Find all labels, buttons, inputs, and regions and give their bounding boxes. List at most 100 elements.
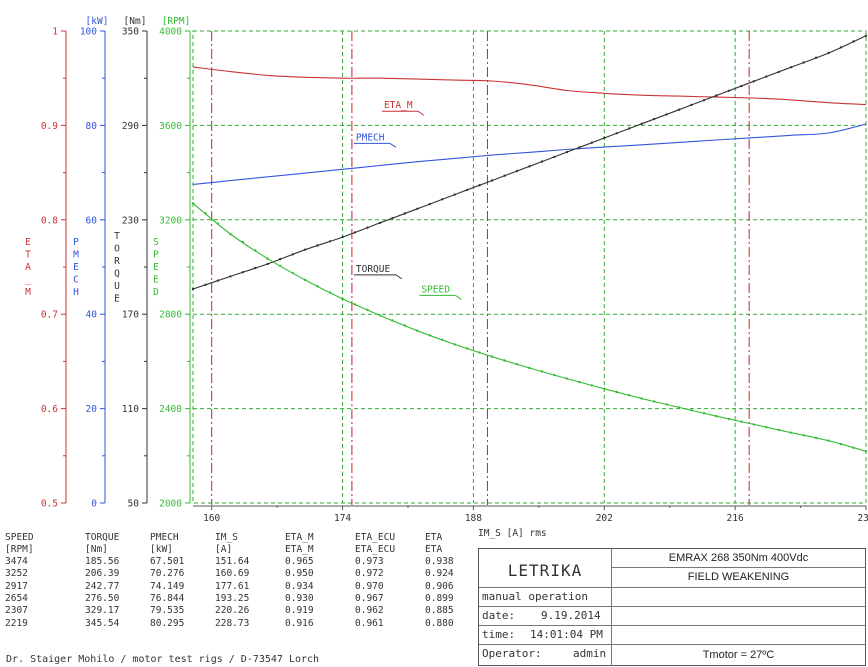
table-cell: 2917: [5, 580, 28, 592]
series-point-torque: [204, 283, 207, 286]
series-point-torque: [316, 244, 319, 247]
info-box: LETRIKA EMRAX 268 350Nm 400Vdc FIELD WEA…: [478, 548, 866, 666]
series-point-speed: [191, 202, 195, 205]
series-point-speed: [665, 403, 668, 406]
table-cell: 185.56: [85, 556, 120, 567]
torque-tick-label: 50: [128, 499, 140, 510]
pmech-unit-label: [kW]: [86, 16, 109, 27]
table-cell: 160.69: [215, 568, 250, 580]
series-point-speed: [802, 434, 805, 437]
series-point-torque: [229, 275, 232, 278]
speed-axis-title-letter: E: [153, 262, 159, 273]
table-cell: 242.77: [85, 580, 120, 592]
table-cell: 0.961: [355, 617, 384, 629]
series-point-speed: [441, 338, 444, 341]
table-cell: 0.906: [425, 580, 454, 592]
table-cell: 0.899: [425, 592, 454, 604]
series-point-torque: [241, 271, 245, 274]
pmech-axis-title-letter: C: [73, 275, 79, 286]
table-cell: 2219: [5, 617, 28, 629]
pmech-tick-label: 80: [86, 121, 98, 132]
table-cell: 79.535: [150, 605, 185, 617]
eta-tick-label: 0.5: [41, 499, 58, 510]
x-tick-label: 174: [334, 513, 351, 524]
pmech-tick-label: 0: [91, 499, 97, 510]
torque-tick-label: 290: [122, 121, 139, 132]
date-value: 9.19.2014: [541, 609, 601, 622]
series-point-torque: [790, 66, 793, 69]
series-point-speed: [652, 400, 656, 403]
eta-axis-title-letter: A: [25, 262, 31, 273]
pmech-tick-label: 60: [86, 215, 98, 226]
table-cell: 0.962: [355, 605, 384, 617]
table-cell: 70.276: [150, 568, 185, 580]
series-point-torque: [565, 150, 569, 154]
series-point-torque: [279, 257, 282, 261]
table-cell: 276.50: [85, 592, 120, 604]
torque-unit-label: [Nm]: [124, 16, 147, 27]
pmech-axis-title-letter: M: [73, 250, 79, 261]
series-point-torque: [802, 61, 805, 64]
torque-axis-title-letter: U: [114, 281, 120, 292]
series-point-torque: [628, 127, 631, 130]
series-point-speed: [565, 377, 569, 380]
series-point-speed: [366, 308, 369, 312]
chart: 1601741882022162300.50.60.70.80.91ETA_M0…: [25, 16, 868, 524]
pmech-tick-label: 20: [86, 404, 98, 415]
table-cell: 2307: [5, 605, 28, 617]
table-cell: 0.967: [355, 592, 384, 604]
pmech-tick-label: 40: [86, 310, 98, 321]
series-point-speed: [291, 271, 294, 275]
table-cell: 2654: [5, 592, 28, 604]
speed-tick-label: 2800: [159, 310, 182, 321]
series-point-torque: [839, 46, 843, 49]
series-point-speed: [478, 351, 481, 354]
table-cell: 0.950: [285, 568, 314, 580]
series-point-torque: [366, 226, 369, 229]
table-cell: 0.930: [285, 592, 314, 604]
table-cell: 0.934: [285, 580, 314, 592]
series-point-speed: [540, 370, 544, 373]
series-point-speed: [515, 363, 519, 366]
eta-axis-title-letter: T: [25, 250, 31, 261]
series-point-speed: [864, 450, 868, 453]
table-cell: 0.924: [425, 568, 454, 580]
series-point-speed: [553, 373, 556, 377]
series-label-torque: TORQUE: [356, 264, 391, 275]
series-point-torque: [814, 56, 818, 59]
torque-axis-title-letter: O: [114, 244, 120, 255]
operator-value: admin: [573, 647, 607, 660]
eta-axis-title-letter: E: [25, 237, 31, 248]
series-point-speed: [777, 428, 780, 432]
series-point-speed: [677, 406, 681, 409]
series-point-torque: [490, 179, 494, 182]
series-point-torque: [852, 40, 855, 43]
series-line-speed: [192, 202, 867, 452]
pmech-axis-title-letter: P: [73, 237, 79, 248]
x-tick-label: 160: [203, 513, 220, 524]
series-point-speed: [503, 359, 506, 362]
brand-name: LETRIKA: [507, 561, 583, 580]
series-point-torque: [665, 113, 668, 116]
series-point-speed: [229, 232, 232, 236]
table-cell: 74.149: [150, 580, 185, 592]
table-cell: 220.26: [215, 605, 250, 617]
table-cell: 329.17: [85, 605, 120, 617]
table-cell: 0.970: [355, 580, 384, 592]
operation-mode: manual operation: [482, 590, 588, 603]
series-point-speed: [814, 436, 818, 440]
series-point-speed: [466, 347, 469, 350]
series-line-pmech: [192, 123, 867, 185]
operator-label: Operator:: [482, 647, 542, 660]
series-point-torque: [864, 34, 868, 37]
series-point-speed: [266, 257, 269, 260]
series-point-speed: [827, 439, 830, 442]
series-label-leader: [381, 110, 425, 116]
table-cell: [kW]: [150, 544, 173, 555]
torque-axis-title-letter: Q: [114, 269, 120, 280]
table-cell: 151.64: [215, 556, 250, 567]
series-point-torque: [403, 212, 407, 215]
series-point-torque: [752, 80, 755, 83]
table-cell: ETA: [425, 544, 443, 555]
eta-tick-label: 0.9: [41, 121, 58, 132]
